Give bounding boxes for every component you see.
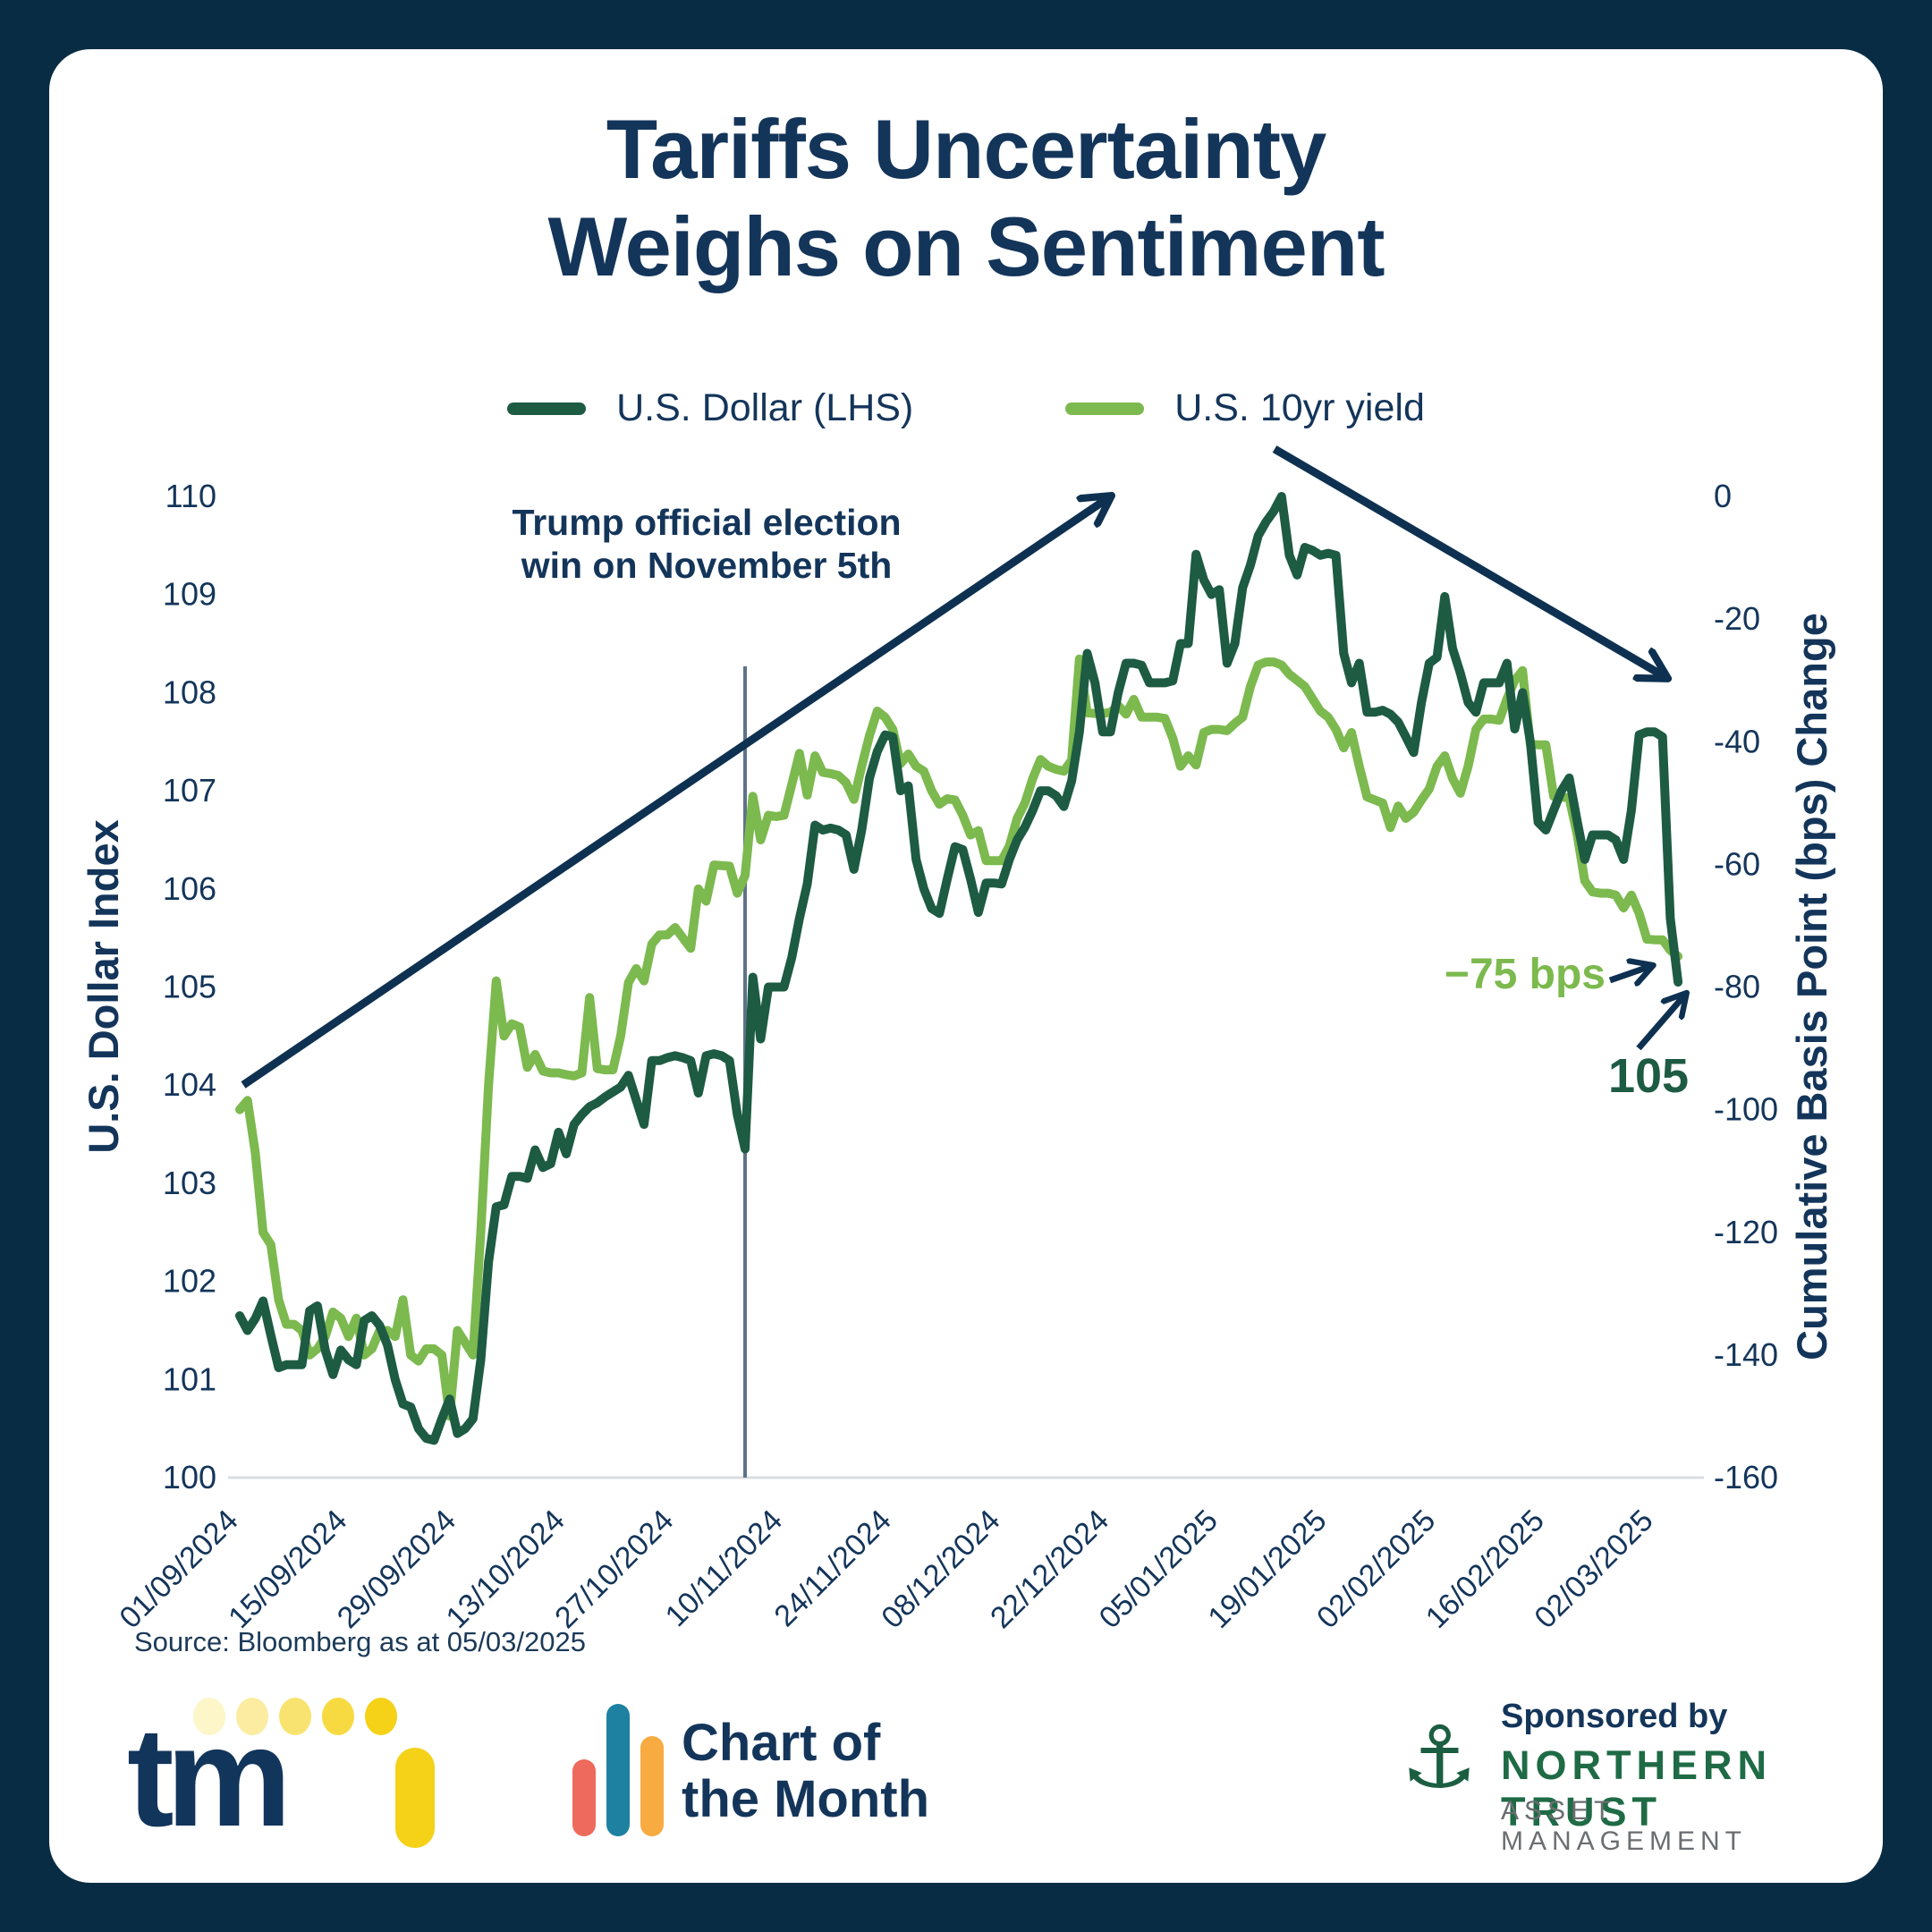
us-10yr-label: U.S. 10yr yield (1174, 386, 1425, 429)
dxy-end-label: 105 (1607, 1049, 1690, 1103)
card-background (49, 49, 1883, 1883)
left-tick-label: 100 (163, 1459, 216, 1496)
left-tick-label: 106 (163, 870, 216, 907)
title-line-2: Weighs on Sentiment (547, 199, 1385, 294)
left-tick-label: 104 (163, 1066, 216, 1103)
left-tick-label: 109 (163, 576, 216, 613)
tmi-i-bar (395, 1748, 435, 1848)
bar-chart-icon (572, 1704, 664, 1838)
left-tick-label: 107 (163, 772, 216, 809)
left-tick-label: 108 (163, 674, 216, 710)
chart-of-the-month: Chart of the Month (682, 1714, 930, 1828)
left-tick-label: 103 (163, 1165, 216, 1201)
left-tick-label: 102 (163, 1263, 216, 1300)
tmi-wordmark: tm (127, 1699, 292, 1856)
tmi-logo: tm (127, 1687, 503, 1866)
chart-of-month-line2: the Month (682, 1769, 930, 1828)
us-10yr-swatch (1065, 402, 1145, 415)
page-title: Tariffs Uncertainty Weighs on Sentiment (0, 100, 1932, 295)
tmi-dot-icon (193, 1698, 225, 1735)
left-tick-label: 110 (165, 478, 216, 514)
right-tick-label: -140 (1714, 1336, 1778, 1373)
bps-end-label: −75 bps (1444, 951, 1606, 998)
chart-of-month-line1: Chart of (682, 1714, 881, 1772)
sponsored-by: Sponsored by (1501, 1698, 1728, 1735)
bps-label-arrow (1608, 966, 1651, 980)
x-tick-label: 10/11/2024 (659, 1504, 789, 1633)
tmi-dot-icon (279, 1698, 311, 1735)
sponsor-block: ⚓ Sponsored by NORTHERN TRUST ASSET MANA… (1401, 1690, 1866, 1856)
left-tick-label: 101 (163, 1360, 216, 1397)
right-tick-label: -160 (1714, 1459, 1778, 1496)
dxy-label-arrow (1636, 995, 1685, 1051)
us-dollar-line (235, 492, 1683, 1445)
right-tick-label: -40 (1714, 723, 1760, 759)
tmi-dot-icon (365, 1698, 397, 1735)
bar-orange (640, 1736, 664, 1836)
legend-item-us-dollar: U.S. Dollar (LHS) (507, 386, 913, 430)
x-tick-label: 27/10/2024 (548, 1504, 680, 1635)
downtrend-arrow (1272, 445, 1665, 677)
bar-red (572, 1759, 596, 1836)
us-10yr-yield-line (235, 654, 1683, 1421)
legend-item-10yr-yield: U.S. 10yr yield (1065, 386, 1425, 430)
tmi-dot-icon (322, 1698, 354, 1735)
left-axis-title: U.S. Dollar Index (80, 819, 127, 1153)
sponsor-sub: ASSET MANAGEMENT (1501, 1796, 1748, 1856)
right-tick-label: -80 (1714, 969, 1760, 1005)
left-tick-label: 105 (163, 969, 216, 1005)
anchor-icon: ⚓ (1401, 1710, 1479, 1806)
sponsor-name: NORTHERN TRUST (1501, 1742, 1772, 1835)
right-tick-label: -120 (1714, 1214, 1778, 1250)
us-dollar-label: U.S. Dollar (LHS) (616, 386, 914, 429)
right-axis-title: Cumulative Basis Point (bps) Change (1788, 613, 1835, 1360)
right-tick-label: -100 (1714, 1091, 1778, 1128)
tmi-dot-icon (236, 1698, 268, 1735)
right-tick-label: -20 (1714, 600, 1760, 637)
x-tick-label: 02/03/2025 (1528, 1504, 1659, 1635)
right-tick-label: 0 (1714, 478, 1732, 514)
us-dollar-swatch (507, 402, 587, 415)
uptrend-arrow (241, 497, 1109, 1089)
title-line-1: Tariffs Uncertainty (606, 102, 1327, 196)
right-tick-label: -60 (1714, 845, 1760, 882)
bar-teal (606, 1704, 630, 1836)
source-note: Source: Bloomberg as at 05/03/2025 (134, 1626, 586, 1657)
election-annotation: Trump official election win on November … (512, 502, 902, 587)
legend: U.S. Dollar (LHS) U.S. 10yr yield (0, 386, 1932, 430)
